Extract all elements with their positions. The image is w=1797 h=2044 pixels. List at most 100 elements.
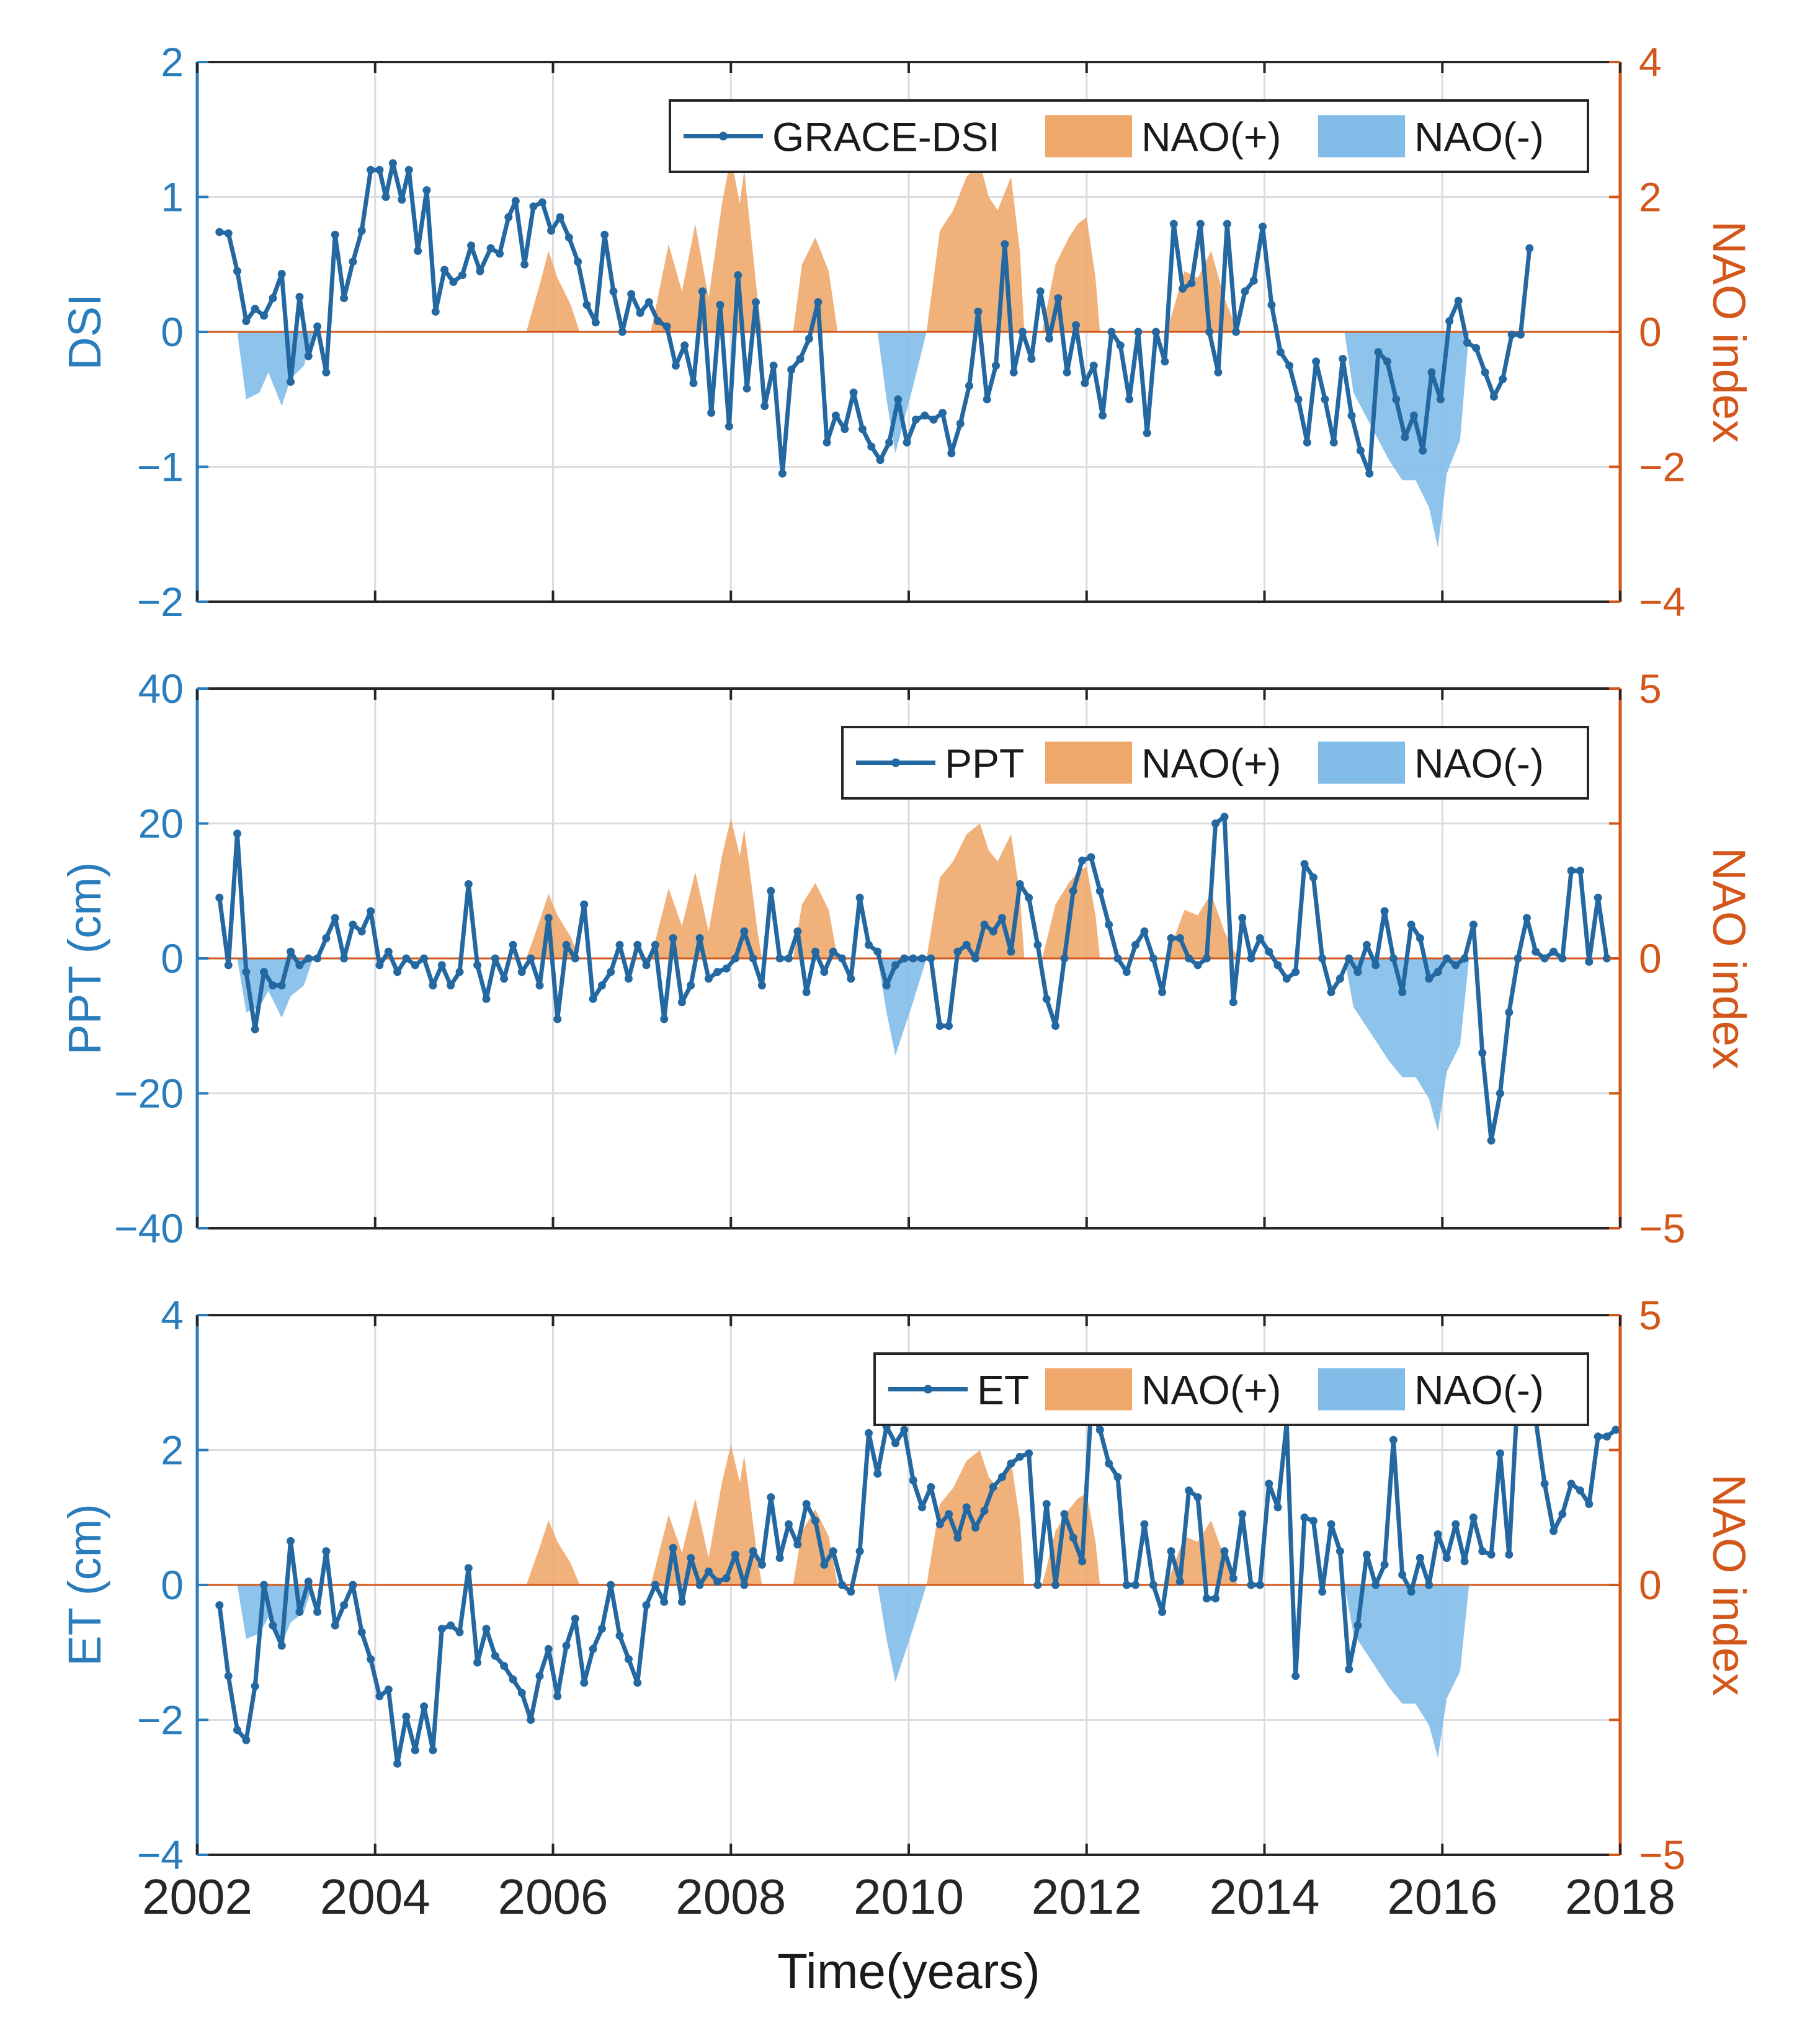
data-point: [260, 1581, 268, 1589]
data-point: [1202, 1594, 1211, 1603]
data-point: [1550, 947, 1558, 956]
data-point: [1211, 1594, 1220, 1603]
data-point: [473, 961, 482, 970]
data-point: [1107, 328, 1116, 336]
x-tick-label: 2008: [676, 1869, 786, 1924]
data-point: [1134, 328, 1143, 336]
legend-series-label: ET: [977, 1367, 1029, 1413]
data-point: [1356, 446, 1365, 455]
data-point: [251, 1682, 259, 1690]
data-point: [636, 309, 644, 317]
data-point: [1259, 222, 1267, 231]
y2-tick-label: 2: [1639, 174, 1662, 220]
data-point: [847, 1587, 855, 1596]
data-point: [215, 228, 224, 236]
data-point: [367, 1655, 375, 1664]
data-point: [313, 954, 322, 963]
data-point: [633, 1679, 642, 1687]
left-axis-label: ET (cm): [59, 1504, 110, 1666]
y2-tick-label: −5: [1639, 1205, 1685, 1251]
data-point: [1383, 357, 1391, 366]
y-tick-label: 40: [138, 666, 184, 712]
data-point: [1507, 330, 1516, 339]
data-point: [1042, 994, 1051, 1003]
data-point: [651, 940, 659, 949]
data-point: [841, 425, 849, 434]
data-point: [1318, 1587, 1327, 1596]
data-point: [1113, 954, 1122, 963]
data-point: [1436, 395, 1445, 404]
data-point: [1036, 287, 1045, 296]
data-point: [1001, 240, 1009, 249]
data-point: [437, 961, 446, 970]
data-point: [1229, 1574, 1237, 1582]
x-tick-label: 2018: [1565, 1869, 1675, 1924]
data-point: [749, 954, 757, 963]
data-point: [322, 368, 331, 377]
data-point: [829, 947, 837, 956]
data-point: [295, 293, 304, 301]
series-group: [215, 159, 1534, 478]
data-point: [1116, 341, 1125, 350]
data-point: [304, 352, 313, 360]
panel-ppt: 40 20 0 −20 −40 5 0 −5 PPT (cm) NAO index PPT N…: [59, 666, 1755, 1251]
data-point: [509, 940, 517, 949]
data-point: [1042, 1500, 1051, 1508]
panel-dsi: 2 1 0 −1 −2 4 2 0 −2 −4 DSI NAO index GRACE-DSI N…: [59, 39, 1755, 625]
data-point: [900, 1426, 909, 1434]
data-point: [633, 940, 642, 949]
data-point: [1362, 1550, 1371, 1559]
data-point: [467, 241, 476, 250]
data-point: [867, 442, 876, 451]
data-point: [553, 1692, 562, 1700]
data-point: [989, 1483, 997, 1491]
data-point: [1434, 1530, 1442, 1538]
data-point: [1238, 1510, 1247, 1519]
x-tick-label: 2014: [1210, 1869, 1320, 1924]
data-point: [1558, 954, 1567, 963]
data-point: [695, 1581, 704, 1589]
data-point: [1072, 321, 1080, 329]
data-point: [1303, 438, 1311, 447]
y2-tick-label: −5: [1639, 1832, 1685, 1878]
data-point: [504, 213, 513, 221]
data-point: [476, 267, 484, 275]
data-point: [1335, 975, 1344, 983]
data-point: [716, 301, 725, 309]
legend-nao-neg-label: NAO(-): [1414, 1367, 1544, 1413]
data-point: [784, 1520, 793, 1529]
data-point: [1175, 1578, 1184, 1586]
data-point: [571, 954, 579, 963]
data-point: [1516, 330, 1525, 339]
data-point: [760, 402, 769, 411]
data-point: [998, 914, 1006, 922]
data-point: [482, 1625, 491, 1633]
data-point: [1371, 1581, 1380, 1589]
data-point: [1416, 934, 1424, 942]
data-point: [535, 981, 544, 989]
data-point: [725, 422, 733, 431]
y2-tick-label: −4: [1639, 579, 1685, 625]
data-point: [909, 954, 917, 963]
data-point: [1362, 940, 1371, 949]
data-point: [1327, 1520, 1335, 1529]
data-point: [1241, 287, 1249, 296]
data-point: [486, 244, 495, 252]
data-point: [1063, 368, 1071, 377]
legend-box: [873, 1352, 1589, 1426]
data-point: [1401, 433, 1409, 442]
data-point: [971, 1524, 979, 1532]
legend-nao-pos-label: NAO(+): [1141, 741, 1282, 787]
data-point: [1122, 1581, 1131, 1589]
data-point: [778, 469, 787, 478]
data-point: [671, 361, 680, 370]
y2-tick-label: 4: [1639, 39, 1662, 85]
data-point: [927, 954, 935, 963]
data-point: [704, 1567, 713, 1576]
data-point: [1196, 220, 1205, 228]
data-point: [1273, 961, 1282, 970]
legend: PPT NAO(+) NAO(-): [841, 726, 1589, 800]
data-point: [1131, 1581, 1140, 1589]
data-point: [242, 968, 251, 976]
data-point: [429, 981, 437, 989]
